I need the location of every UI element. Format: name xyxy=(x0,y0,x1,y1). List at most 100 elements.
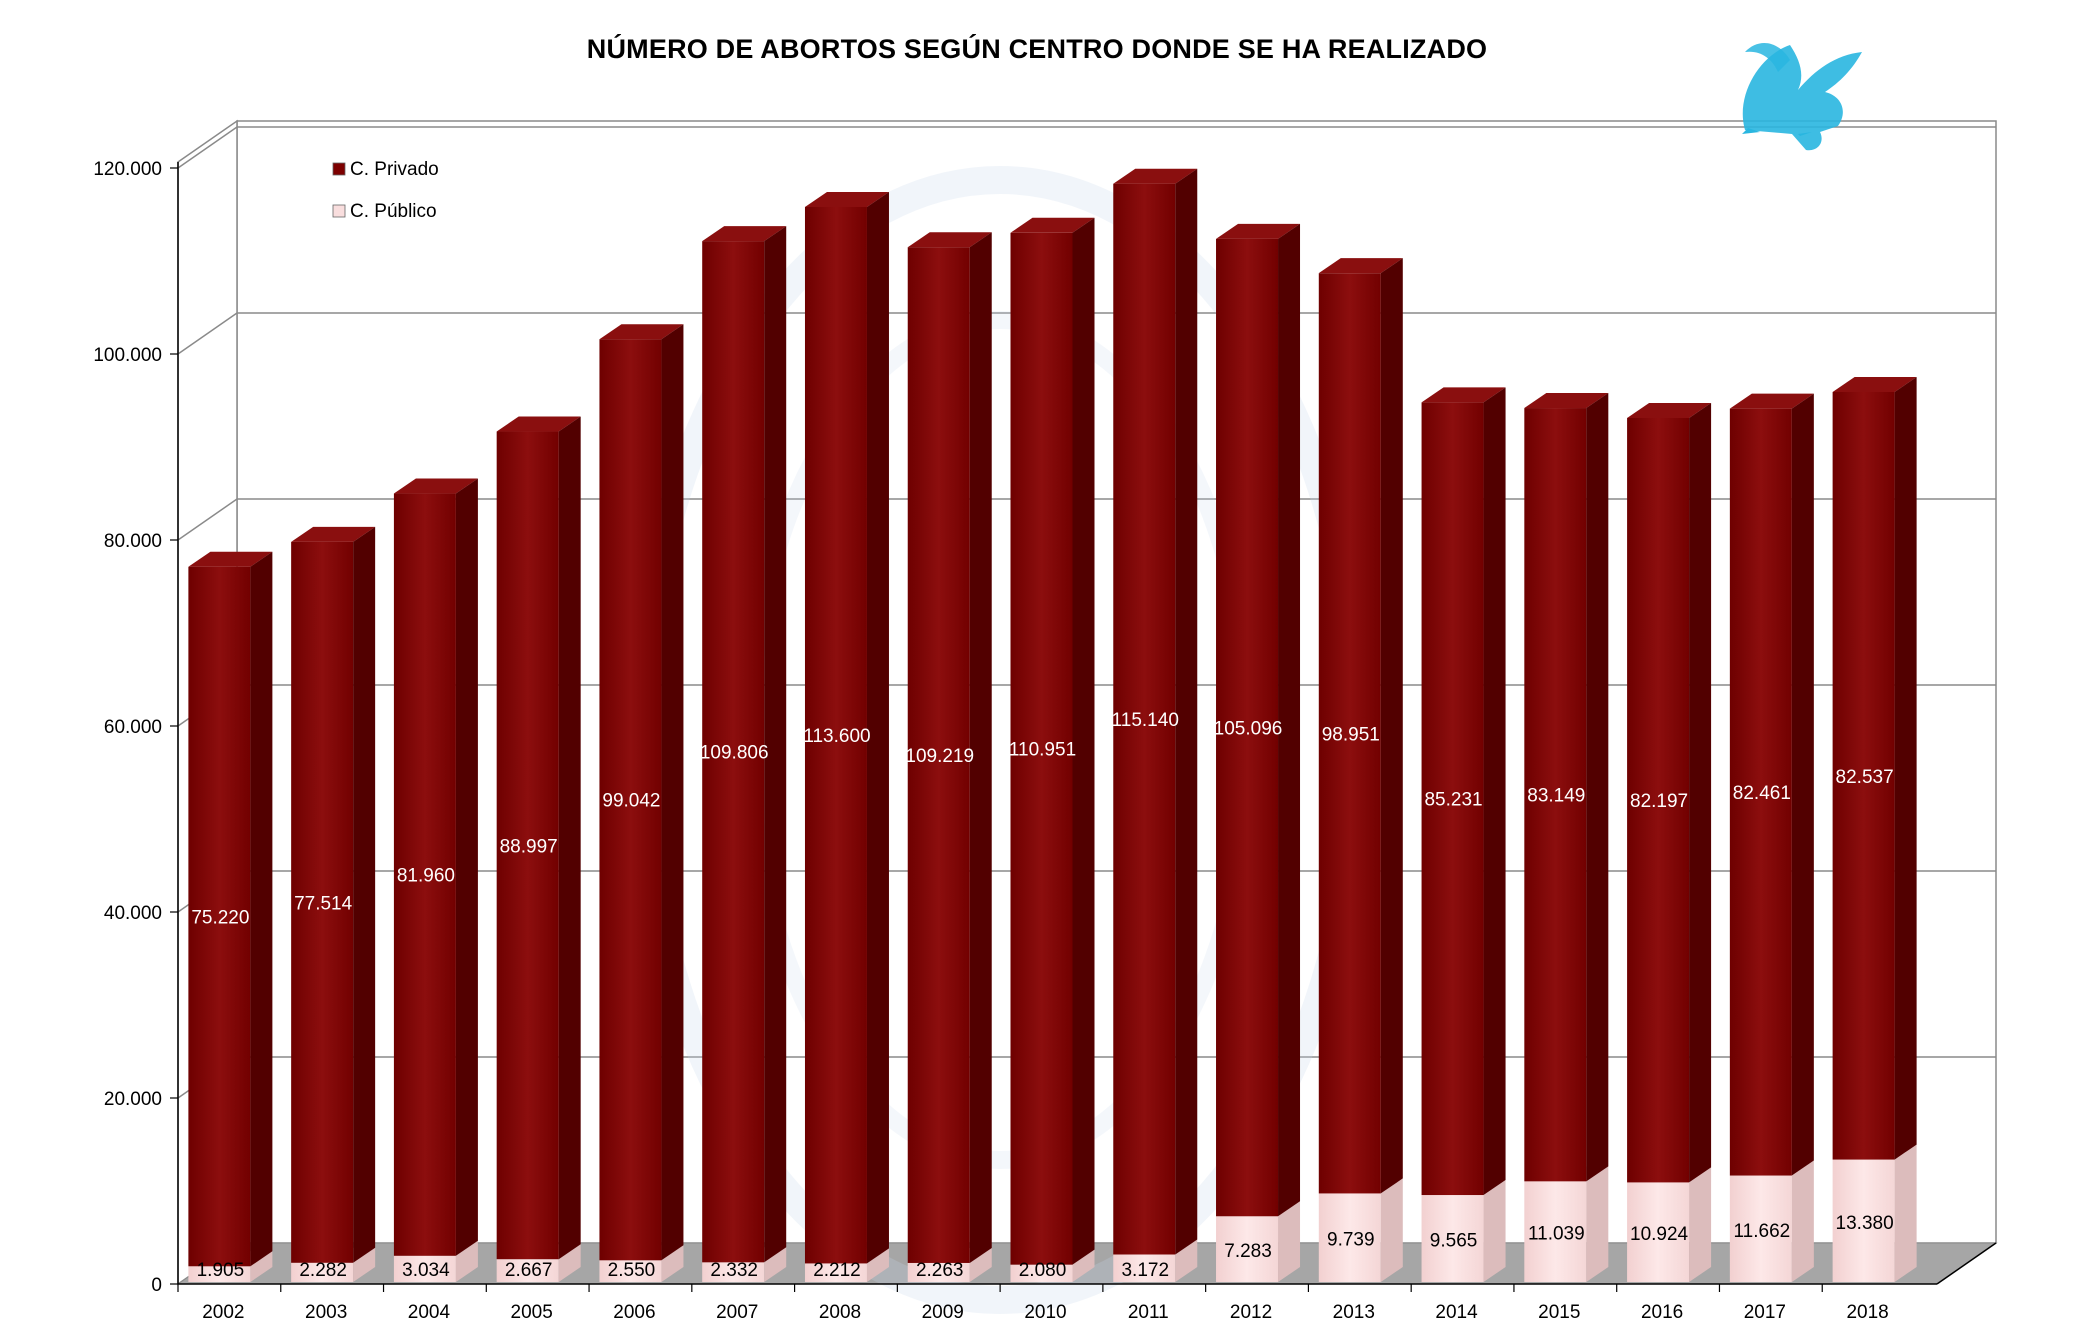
y-tick-label: 60.000 xyxy=(104,717,162,738)
data-label-publico: 2.550 xyxy=(608,1260,656,1281)
legend: C. Privado C. Público xyxy=(332,159,439,222)
bar-publico-side xyxy=(353,1247,376,1282)
bar-privado-front xyxy=(1216,238,1279,1217)
bar-privado-side xyxy=(1278,223,1301,1217)
data-label-publico: 11.039 xyxy=(1528,1224,1585,1245)
data-label-privado: 85.231 xyxy=(1424,790,1482,811)
bar-publico-front xyxy=(1010,1264,1073,1282)
bar-privado-front xyxy=(393,493,456,1256)
bar-publico-front xyxy=(1318,1193,1381,1282)
x-axis-depth-line xyxy=(1936,1242,1997,1285)
data-label-privado: 83.149 xyxy=(1527,786,1585,807)
data-label-publico: 3.172 xyxy=(1121,1260,1169,1281)
bar-publico-front xyxy=(291,1262,354,1282)
data-label-publico: 11.662 xyxy=(1734,1221,1791,1242)
bar-publico-front xyxy=(907,1262,970,1282)
bar-privado-front xyxy=(1318,273,1381,1194)
bar-privado-side xyxy=(1689,402,1712,1183)
bar-privado xyxy=(702,226,787,1263)
bar-privado-front xyxy=(291,541,354,1263)
bar-privado-front xyxy=(496,431,559,1260)
bar-publico-front xyxy=(702,1262,765,1282)
bar-publico-side xyxy=(1791,1160,1814,1282)
bar-privado xyxy=(393,478,478,1256)
griffin-logo-icon xyxy=(1742,42,1862,151)
bar-privado-front xyxy=(1729,408,1792,1176)
bar-privado-top xyxy=(1216,223,1301,239)
bar-publico-side xyxy=(1175,1239,1198,1282)
bar-privado-side xyxy=(1380,258,1403,1194)
bar-privado-front xyxy=(1113,183,1176,1255)
griffin-body xyxy=(1742,45,1862,151)
data-label-publico: 9.565 xyxy=(1430,1231,1478,1252)
x-tick-label: 2006 xyxy=(613,1302,655,1323)
bar-privado xyxy=(1318,258,1403,1194)
data-label-publico: 2.212 xyxy=(813,1260,861,1281)
bar-privado-top xyxy=(599,324,684,340)
bar-privado xyxy=(1216,223,1301,1217)
griffin-feet xyxy=(1742,128,1812,136)
x-tick-label: 2017 xyxy=(1744,1302,1786,1323)
data-label-privado: 113.600 xyxy=(803,726,870,747)
y-tick-label: 100.000 xyxy=(93,345,162,366)
bar-privado xyxy=(1421,387,1506,1196)
bar-publico-front xyxy=(1421,1195,1484,1282)
bar-privado-front xyxy=(907,247,970,1263)
bar-privado-side xyxy=(1894,376,1917,1160)
bar-privado-top xyxy=(702,226,787,242)
bar-publico-side xyxy=(661,1245,684,1282)
bar-publico-front xyxy=(1524,1181,1587,1282)
bar-privado-side xyxy=(353,526,376,1263)
bar-privado-front xyxy=(702,241,765,1263)
bar-privado-side xyxy=(969,232,992,1263)
bar-privado xyxy=(804,191,889,1264)
x-tick-label: 2010 xyxy=(1024,1302,1066,1323)
data-label-privado: 115.140 xyxy=(1112,710,1179,731)
x-tick-label: 2004 xyxy=(408,1302,451,1323)
legend-swatch xyxy=(332,204,346,218)
bar-publico-front xyxy=(1729,1175,1792,1282)
data-label-publico: 2.332 xyxy=(710,1260,758,1281)
bar-publico-front xyxy=(804,1263,867,1282)
bar-privado-side xyxy=(1072,217,1095,1265)
data-label-privado: 109.219 xyxy=(905,746,974,767)
x-tick-label: 2007 xyxy=(716,1302,758,1323)
axes: 2002 2003 2004 2005 2006 2007 2008 2009 2010 2011… xyxy=(93,159,1997,1323)
bar-publico-front xyxy=(1216,1216,1279,1282)
bar-privado-front xyxy=(1010,232,1073,1265)
bar-privado-top xyxy=(188,551,273,567)
bar-privado-top xyxy=(496,416,581,432)
bar-privado-front xyxy=(599,339,662,1261)
bar-publico-side xyxy=(250,1251,273,1282)
data-label-publico: 2.282 xyxy=(299,1260,347,1281)
data-label-privado: 82.537 xyxy=(1836,767,1894,788)
legend-label: C. Público xyxy=(350,201,437,222)
data-label-privado: 75.220 xyxy=(191,908,249,929)
bar-privado-top xyxy=(1113,168,1198,184)
bar-privado xyxy=(1832,376,1917,1160)
x-tick-label: 2014 xyxy=(1435,1302,1478,1323)
data-label-privado: 98.951 xyxy=(1322,724,1380,745)
data-label-publico: 13.380 xyxy=(1836,1213,1894,1234)
data-label-publico: 7.283 xyxy=(1224,1241,1272,1262)
bar-privado-front xyxy=(804,206,867,1264)
bar-privado-side xyxy=(1791,393,1814,1176)
data-label-publico: 2.080 xyxy=(1019,1260,1067,1281)
bar-privado-side xyxy=(1586,393,1609,1182)
x-tick-label: 2015 xyxy=(1538,1302,1580,1323)
data-label-privado: 77.514 xyxy=(294,893,353,914)
bar-privado-side xyxy=(250,551,273,1267)
bar-publico-side xyxy=(764,1247,787,1282)
bar-publico-front xyxy=(1832,1159,1895,1282)
bar-privado xyxy=(1627,402,1712,1183)
bar-publico xyxy=(1627,1167,1712,1282)
legend-swatch xyxy=(332,162,346,176)
bar-privado xyxy=(1010,217,1095,1265)
y-tick-label: 40.000 xyxy=(104,903,162,924)
bar-privado-front xyxy=(1421,402,1484,1196)
data-label-publico: 9.739 xyxy=(1327,1230,1375,1251)
data-label-publico: 10.924 xyxy=(1630,1224,1689,1245)
bar-privado xyxy=(599,324,684,1261)
data-label-publico: 2.263 xyxy=(916,1260,964,1281)
